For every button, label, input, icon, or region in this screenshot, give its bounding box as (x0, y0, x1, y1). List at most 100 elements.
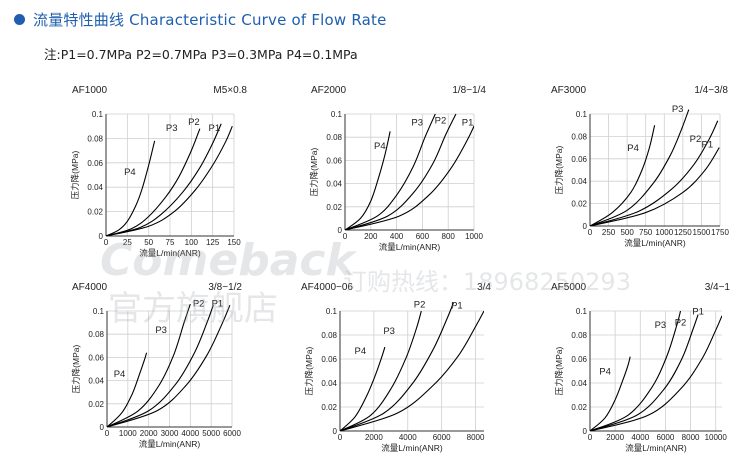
series-line-p3 (590, 109, 690, 226)
y-axis-label: 压力降(MPa) (71, 345, 81, 394)
y-tick-label: 0.06 (571, 155, 587, 164)
y-tick-label: 0.02 (88, 400, 104, 409)
x-tick-label: 0 (588, 228, 593, 237)
series-label-p4: P4 (599, 367, 611, 378)
x-tick-label: 1000 (655, 228, 673, 237)
y-tick-label: 0.06 (571, 355, 587, 364)
x-tick-label: 0 (105, 429, 110, 438)
series-label-p4: P4 (627, 143, 639, 154)
port-size-label: M5×0.8 (213, 85, 247, 96)
series-label-p4: P4 (124, 167, 136, 178)
x-axis-label: 流量L/min(ANR) (625, 443, 687, 453)
port-size-label: 3/4−1 (705, 282, 731, 293)
series-line-p4 (590, 356, 631, 431)
y-tick-label: 0 (583, 222, 588, 231)
series-label-p1: P1 (451, 301, 463, 312)
watermark-store: 官方旗舰店 (108, 289, 278, 329)
x-tick-label: 800 (442, 232, 456, 241)
series-line-p2 (345, 113, 457, 230)
model-label: AF4000 (72, 282, 107, 293)
series-label-p2: P2 (435, 115, 447, 126)
y-axis-label: 压力降(MPa) (554, 146, 564, 195)
y-tick-label: 0.06 (87, 159, 103, 168)
series-line-p1 (590, 315, 722, 431)
port-size-label: 1/4−3/8 (694, 85, 728, 96)
x-tick-label: 2000 (365, 433, 383, 442)
series-line-p4 (340, 346, 386, 431)
page-title: 流量特性曲线 Characteristic Curve of Flow Rate (33, 10, 387, 29)
series-line-p4 (106, 140, 156, 236)
series-label-p2: P2 (690, 134, 702, 145)
x-tick-label: 25 (123, 238, 132, 247)
x-tick-label: 2000 (140, 429, 158, 438)
x-tick-label: 5000 (202, 429, 220, 438)
series-line-p2 (590, 120, 719, 226)
y-tick-label: 0.02 (326, 203, 342, 212)
y-tick-label: 0.08 (87, 134, 103, 143)
x-tick-label: 6000 (657, 433, 675, 442)
x-tick-label: 100 (185, 238, 199, 247)
y-axis-label: 压力降(MPa) (309, 148, 319, 197)
bullet-dot-icon (14, 13, 25, 25)
x-tick-label: 1750 (711, 228, 729, 237)
series-label-p3: P3 (383, 326, 395, 337)
y-tick-label: 0.1 (92, 110, 104, 119)
y-axis-label: 压力降(MPa) (70, 151, 80, 200)
x-tick-label: 1000 (465, 232, 483, 241)
series-line-p4 (107, 352, 148, 427)
chart-af1000: AF1000 M5×0.8 0 25 50 75 100 125 150 0 0.02 0.04 0.0… (70, 85, 247, 258)
series-line-p4 (345, 131, 391, 230)
x-tick-label: 0 (343, 232, 348, 241)
series-label-p3: P3 (411, 118, 423, 129)
y-tick-label: 0 (333, 427, 338, 436)
x-tick-label: 4000 (181, 429, 199, 438)
series-label-p1: P1 (462, 118, 474, 129)
chart-af4000: AF4000 3/8−1/2 0 1000 2000 3000 4000 5000 6000 0 0… (71, 282, 242, 449)
chart-af2000: AF2000 1/8−1/4 0 200 400 600 800 1000 0 0.02 0.04 0… (309, 85, 486, 252)
header: 流量特性曲线 Characteristic Curve of Flow Rate (14, 9, 387, 29)
x-tick-label: 0 (588, 433, 593, 442)
series-label-p3: P3 (672, 104, 684, 115)
series-line-p1 (345, 124, 474, 230)
y-tick-label: 0.04 (571, 177, 587, 186)
series-line-p3 (106, 128, 201, 236)
x-axis-label: 流量L/min(ANR) (624, 238, 686, 248)
series-label-p4: P4 (355, 346, 367, 357)
x-tick-label: 50 (144, 238, 153, 247)
series-label-p4: P4 (374, 141, 386, 152)
model-label: AF3000 (551, 85, 586, 96)
x-tick-label: 6000 (223, 429, 241, 438)
x-axis-label: 流量L/min(ANR) (381, 443, 443, 453)
series-line-p2 (340, 303, 454, 431)
y-axis-label: 压力降(MPa) (304, 347, 314, 396)
pressure-note: 注:P1=0.7MPa P2=0.7MPa P3=0.3MPa P4=0.1MP… (44, 47, 358, 62)
x-tick-label: 600 (416, 232, 430, 241)
port-size-label: 3/4 (477, 282, 491, 293)
x-tick-label: 2000 (606, 433, 624, 442)
y-tick-label: 0.08 (571, 331, 587, 340)
y-tick-label: 0.04 (87, 183, 103, 192)
y-tick-label: 0 (338, 226, 343, 235)
y-tick-label: 0.08 (88, 330, 104, 339)
y-tick-label: 0.1 (331, 110, 343, 119)
series-line-p2 (590, 314, 699, 431)
series-label-p2: P2 (193, 298, 205, 309)
x-tick-label: 200 (364, 232, 378, 241)
x-tick-label: 6000 (433, 433, 451, 442)
x-axis-label: 流量L/min(ANR) (139, 439, 201, 449)
watermark-brand: Comeback (100, 235, 357, 286)
series-label-p3: P3 (655, 320, 667, 331)
model-label: AF4000−06 (301, 282, 353, 293)
x-axis-label: 流量L/min(ANR) (379, 242, 441, 252)
x-tick-label: 250 (602, 228, 616, 237)
series-label-p2: P2 (188, 117, 200, 128)
x-tick-label: 400 (390, 232, 404, 241)
x-tick-label: 1500 (693, 228, 711, 237)
y-tick-label: 0.02 (87, 208, 103, 217)
series-label-p1: P1 (209, 123, 221, 134)
y-tick-label: 0 (583, 427, 588, 436)
model-label: AF5000 (551, 282, 586, 293)
y-tick-label: 0.1 (576, 307, 588, 316)
y-tick-label: 0.08 (321, 331, 337, 340)
